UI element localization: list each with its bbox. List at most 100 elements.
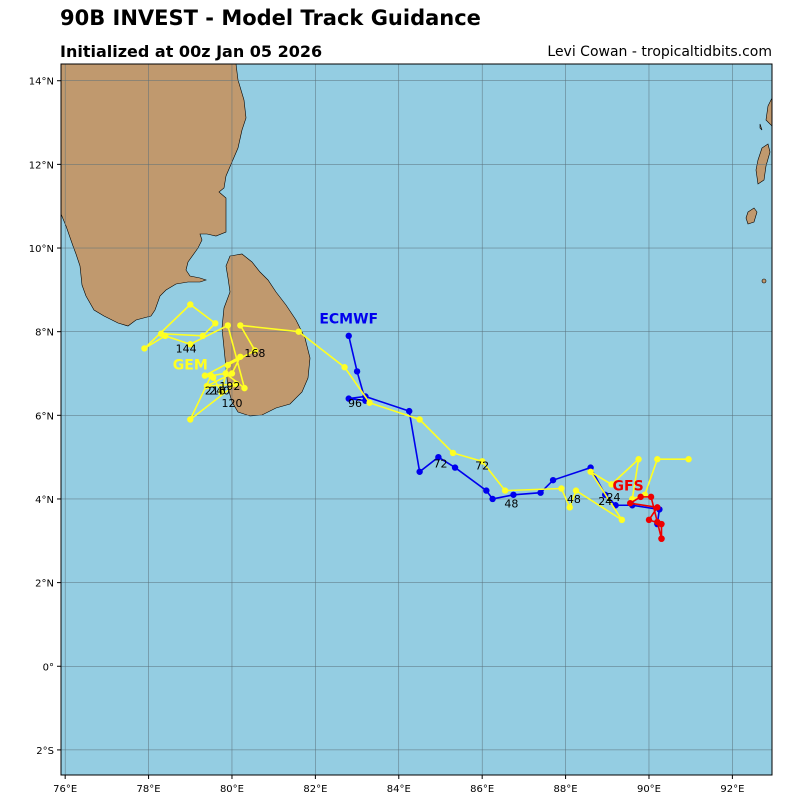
gem-track-point: [566, 504, 573, 511]
lon-tick-label: 82°E: [303, 784, 327, 795]
land-island-east-4: [761, 278, 767, 284]
gem-track-point: [222, 370, 229, 377]
lon-tick-label: 76°E: [53, 784, 77, 795]
ecmwf-forecast-hour-label: 48: [504, 497, 518, 510]
lon-tick-label: 90°E: [637, 784, 661, 795]
gem-track-point: [187, 301, 194, 308]
lat-tick-label: 10°N: [29, 244, 54, 255]
gfs-track-point: [637, 493, 644, 501]
ecmwf-track-point: [416, 468, 423, 475]
lat-tick-label: 4°N: [35, 495, 54, 506]
gem-track-point: [218, 389, 225, 396]
gem-track-point: [501, 487, 509, 494]
lon-tick-label: 84°E: [387, 784, 411, 795]
ecmwf-track-point: [345, 332, 352, 340]
gem-track-point: [572, 487, 580, 494]
ecmwf-model-label: ECMWF: [319, 311, 378, 327]
gem-track-point: [203, 382, 211, 390]
gem-forecast-hour-label: 168: [244, 347, 265, 360]
gfs-track-point: [658, 535, 665, 542]
ecmwf-track: 72 48 96 ECMWF: [319, 311, 663, 528]
ecmwf-track-point: [483, 487, 490, 494]
gem-track-point: [558, 485, 565, 492]
gem-track-point: [199, 332, 206, 340]
gem-track-point: [449, 449, 457, 457]
gem-track-point: [416, 416, 423, 423]
ecmwf-track-point: [353, 368, 361, 375]
ecmwf-track-point: [435, 453, 442, 461]
land-island-east-3: [745, 207, 758, 225]
gem-track-point: [295, 328, 302, 335]
gem-forecast-hour-label: 48: [567, 493, 581, 506]
land-island-east: [765, 97, 772, 127]
page-title: 90B INVEST - Model Track Guidance: [60, 6, 481, 30]
gem-forecast-hour-label: 240: [209, 384, 230, 397]
gem-track-point: [224, 361, 232, 369]
gem-track-point: [635, 456, 642, 463]
lon-tick-label: 78°E: [137, 784, 161, 795]
gfs-track-point: [654, 504, 661, 511]
gem-track-point: [654, 456, 661, 463]
ecmwf-track-point: [510, 491, 517, 498]
gem-track-point: [341, 364, 348, 371]
ecmwf-forecast-hour-label: 72: [433, 458, 447, 471]
lon-tick-label: 80°E: [220, 784, 244, 795]
lat-tick-label: 6°N: [35, 411, 54, 422]
gem-track-point: [587, 468, 594, 475]
ecmwf-track-point: [345, 395, 352, 402]
gem-track-point: [224, 322, 232, 329]
init-time-subtitle: Initialized at 00z Jan 05 2026: [60, 42, 323, 61]
land-island-east-2: [755, 143, 771, 185]
gem-track-point: [366, 399, 373, 406]
lat-lon-grid: [61, 64, 772, 775]
gem-track-point: [207, 372, 215, 379]
gem-forecast-hour-label: 120: [221, 397, 242, 410]
gem-track-point: [141, 345, 148, 352]
gem-forecast-hour-label: 72: [475, 460, 489, 473]
latitude-axis: 2°S 0° 2°N 4°N 6°N 8°N 10°N 12°N 14°N: [29, 77, 61, 757]
gem-track-point: [157, 330, 165, 337]
gem-track-point: [237, 322, 244, 329]
gem-track-point: [618, 516, 626, 524]
gfs-model-label: GFS: [613, 479, 644, 495]
gem-track-point: [608, 481, 615, 488]
ecmwf-forecast-hour-label: 96: [348, 397, 362, 410]
ecmwf-track-point: [489, 495, 496, 503]
gem-track-point: [232, 380, 240, 388]
gem-track-point: [241, 384, 248, 392]
gem-track-point: [251, 347, 259, 354]
gem-track-point: [228, 370, 236, 377]
gem-forecast-hour-label: 24: [598, 495, 612, 508]
gem-forecast-hour-label: 192: [219, 380, 240, 393]
lat-tick-label: 2°N: [35, 579, 54, 590]
gem-track-point: [212, 320, 219, 327]
credit-text: Levi Cowan - tropicaltidbits.com: [547, 44, 772, 60]
gfs-track-point: [645, 516, 653, 524]
gem-forecast-hour-label: 144: [176, 343, 197, 356]
gfs-track-point: [647, 493, 655, 501]
gem-track-point: [187, 416, 194, 423]
gem-track-point: [237, 353, 244, 360]
land-sri-lanka: [221, 253, 311, 417]
gfs-forecast-hour-label: 24: [607, 491, 621, 504]
ecmwf-track-point: [537, 489, 544, 496]
lat-tick-label: 0°: [43, 662, 54, 673]
gem-forecast-hour-label: 216: [205, 384, 226, 397]
gfs-track-point: [627, 499, 634, 507]
gfs-track-point: [654, 518, 661, 526]
gem-model-label: GEM: [173, 357, 208, 373]
map-frame: [60, 63, 773, 776]
ecmwf-track-point: [549, 476, 557, 484]
gem-track-point: [478, 458, 486, 465]
lon-tick-label: 86°E: [470, 784, 494, 795]
lon-tick-label: 92°E: [720, 784, 744, 795]
gem-track-point: [187, 341, 194, 348]
land-island-east-5: [759, 123, 763, 131]
lat-tick-label: 8°N: [35, 328, 54, 339]
lat-tick-label: 12°N: [29, 160, 54, 171]
lat-tick-label: 14°N: [29, 77, 54, 88]
